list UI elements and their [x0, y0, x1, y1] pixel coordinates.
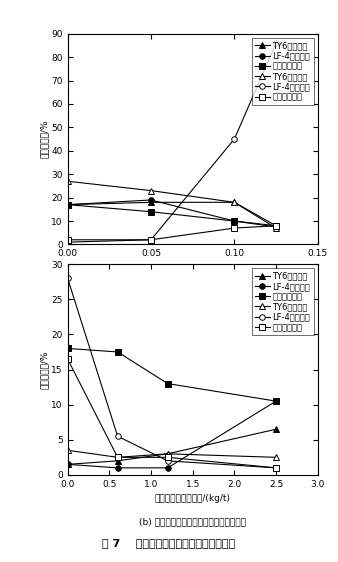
TY6对高岭石	[274, 426, 278, 433]
TY6对赤铁矿	[116, 454, 120, 461]
TY6对赤铁矿	[274, 454, 278, 461]
X-axis label: 柴油用量/(kg/t): 柴油用量/(kg/t)	[168, 264, 217, 273]
醚胺对赤铁矿	[274, 464, 278, 471]
Line: LF-4对高岭石: LF-4对高岭石	[65, 197, 279, 230]
LF-4对高岭石	[274, 398, 278, 405]
Line: 醚胺对赤铁矿: 醚胺对赤铁矿	[65, 223, 279, 243]
Text: (b) 十二烷基硫酸钠用量对浮选效果的影响: (b) 十二烷基硫酸钠用量对浮选效果的影响	[139, 517, 246, 526]
醚胺对高岭石	[116, 348, 120, 355]
LF-4对赤铁矿	[274, 464, 278, 471]
LF-4对赤铁矿	[66, 239, 70, 246]
Y-axis label: 浮选回收率/%: 浮选回收率/%	[40, 350, 48, 389]
Text: 图 7    辅助捕收剂用量对浮选结果的影响: 图 7 辅助捕收剂用量对浮选结果的影响	[102, 538, 236, 548]
醚胺对赤铁矿	[66, 356, 70, 362]
Line: TY6对高岭石: TY6对高岭石	[65, 427, 279, 467]
LF-4对赤铁矿	[232, 136, 236, 143]
Line: LF-4对赤铁矿: LF-4对赤铁矿	[65, 40, 279, 245]
Line: TY6对高岭石: TY6对高岭石	[65, 200, 279, 229]
Line: 醚胺对赤铁矿: 醚胺对赤铁矿	[65, 356, 279, 470]
醚胺对赤铁矿	[274, 223, 278, 229]
TY6对高岭石	[66, 461, 70, 468]
TY6对高岭石	[116, 457, 120, 464]
醚胺对高岭石	[66, 201, 70, 208]
Y-axis label: 浮选回收率/%: 浮选回收率/%	[40, 120, 48, 158]
Line: TY6对赤铁矿: TY6对赤铁矿	[65, 179, 279, 231]
TY6对高岭石	[149, 199, 153, 206]
醚胺对高岭石	[149, 209, 153, 215]
Text: (a) 柴油用量对浮选效果的影响: (a) 柴油用量对浮选效果的影响	[153, 287, 233, 296]
醚胺对高岭石	[274, 398, 278, 405]
醚胺对高岭石	[166, 380, 170, 387]
Legend: TY6对高岭石, LF-4对高岭石, 醚胺对高岭石, TY6对赤铁矿, LF-4对赤铁矿, 醚胺对赤铁矿: TY6对高岭石, LF-4对高岭石, 醚胺对高岭石, TY6对赤铁矿, LF-4…	[251, 268, 314, 335]
Legend: TY6对高岭石, LF-4对高岭石, 醚胺对高岭石, TY6对赤铁矿, LF-4对赤铁矿, 醚胺对赤铁矿: TY6对高岭石, LF-4对高岭石, 醚胺对高岭石, TY6对赤铁矿, LF-4…	[251, 38, 314, 105]
TY6对赤铁矿	[66, 178, 70, 184]
TY6对赤铁矿	[166, 451, 170, 457]
TY6对高岭石	[166, 451, 170, 457]
醚胺对赤铁矿	[166, 454, 170, 461]
LF-4对高岭石	[232, 217, 236, 224]
醚胺对赤铁矿	[66, 237, 70, 243]
醚胺对高岭石	[66, 345, 70, 352]
Line: 醚胺对高岭石: 醚胺对高岭石	[65, 346, 279, 404]
LF-4对赤铁矿	[149, 237, 153, 243]
LF-4对高岭石	[166, 464, 170, 471]
LF-4对高岭石	[116, 464, 120, 471]
TY6对赤铁矿	[232, 199, 236, 206]
LF-4对赤铁矿	[166, 457, 170, 464]
LF-4对赤铁矿	[66, 275, 70, 282]
Line: 醚胺对高岭石: 醚胺对高岭石	[65, 202, 279, 229]
TY6对高岭石	[274, 223, 278, 229]
TY6对高岭石	[232, 199, 236, 206]
X-axis label: 十二烷基硫酸钠用量/(kg/t): 十二烷基硫酸钠用量/(kg/t)	[155, 495, 231, 504]
LF-4对高岭石	[66, 201, 70, 208]
LF-4对高岭石	[274, 224, 278, 230]
LF-4对高岭石	[149, 197, 153, 203]
醚胺对赤铁矿	[116, 454, 120, 461]
Line: LF-4对高岭石: LF-4对高岭石	[65, 398, 279, 470]
Line: TY6对赤铁矿: TY6对赤铁矿	[65, 447, 279, 460]
TY6对赤铁矿	[274, 225, 278, 232]
TY6对高岭石	[66, 201, 70, 208]
LF-4对赤铁矿	[116, 433, 120, 439]
TY6对赤铁矿	[66, 447, 70, 454]
Line: LF-4对赤铁矿: LF-4对赤铁矿	[65, 275, 279, 470]
LF-4对高岭石	[66, 461, 70, 468]
醚胺对赤铁矿	[149, 237, 153, 243]
醚胺对高岭石	[274, 223, 278, 229]
LF-4对赤铁矿	[274, 40, 278, 47]
醚胺对高岭石	[232, 217, 236, 224]
TY6对赤铁矿	[149, 187, 153, 194]
醚胺对赤铁矿	[232, 225, 236, 232]
